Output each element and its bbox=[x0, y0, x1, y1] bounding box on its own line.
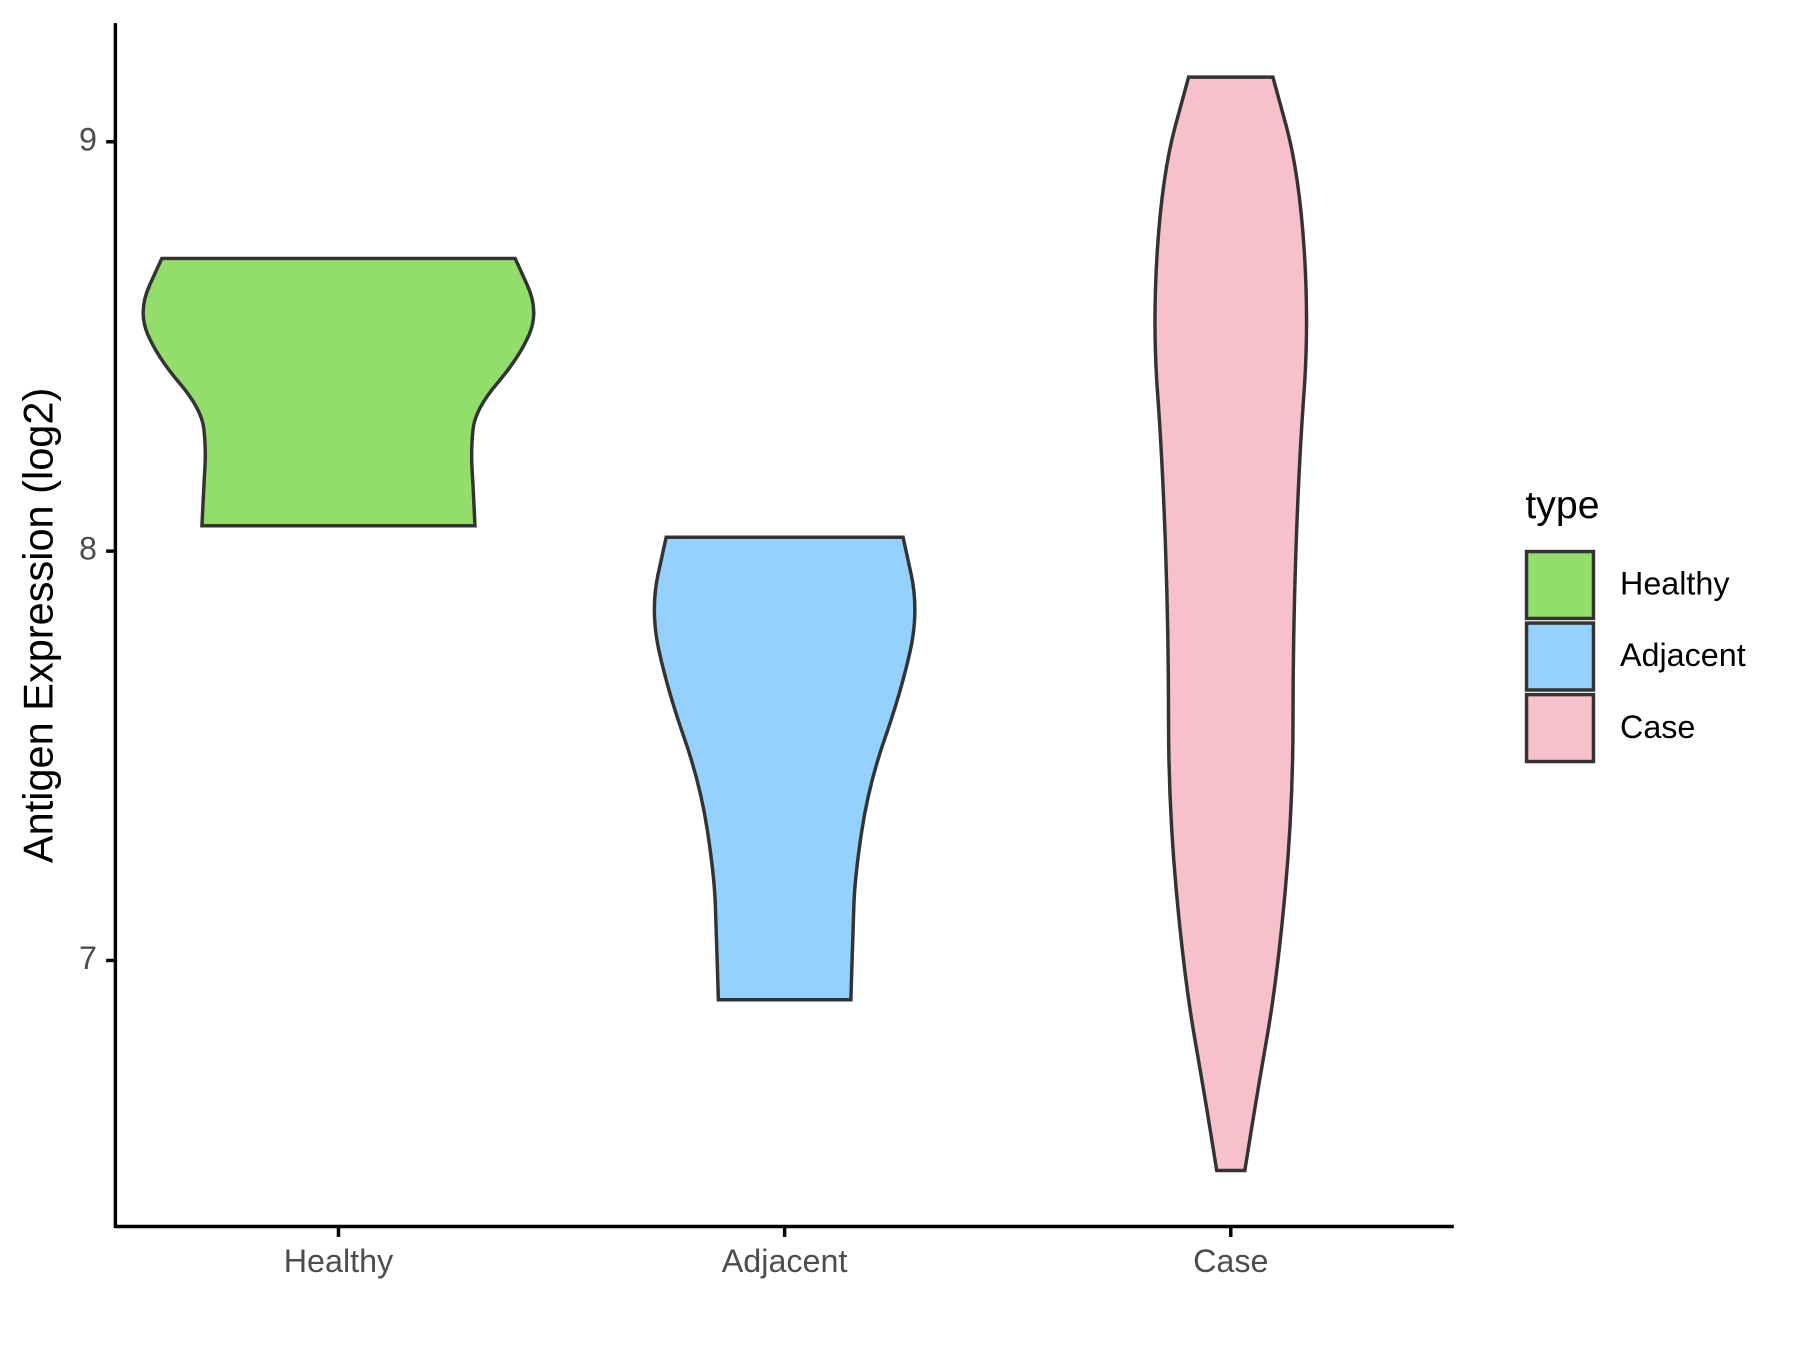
y-axis-label: Antigen Expression (log2) bbox=[15, 388, 62, 863]
y-tick-label: 8 bbox=[79, 531, 97, 567]
x-tick-label: Case bbox=[1193, 1243, 1268, 1279]
x-tick-label: Adjacent bbox=[722, 1243, 848, 1279]
legend-label: Adjacent bbox=[1620, 637, 1746, 673]
legend-label: Healthy bbox=[1620, 566, 1730, 602]
legend-key bbox=[1524, 621, 1596, 692]
legend-label: Case bbox=[1620, 709, 1695, 745]
violin bbox=[1153, 75, 1309, 1173]
y-tick-label: 9 bbox=[79, 121, 97, 157]
violin bbox=[652, 535, 917, 1002]
violin bbox=[141, 256, 536, 528]
legend-key bbox=[1524, 549, 1596, 621]
x-tick-label: Healthy bbox=[284, 1243, 394, 1279]
y-tick-label: 7 bbox=[79, 940, 97, 976]
legend-key bbox=[1524, 692, 1596, 764]
legend-title: type bbox=[1525, 483, 1599, 527]
